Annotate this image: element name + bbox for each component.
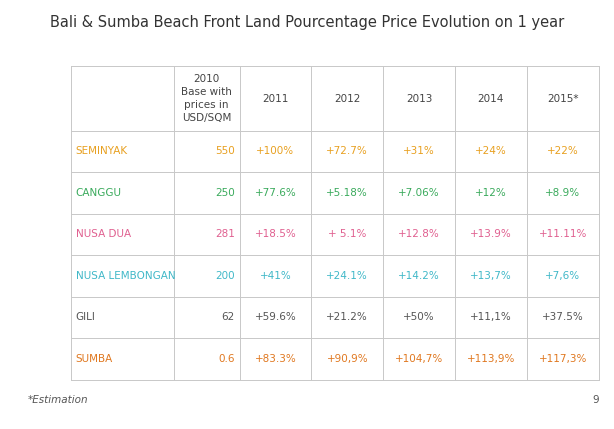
Text: +50%: +50% [403,312,435,323]
Text: GILI: GILI [76,312,95,323]
Text: +24%: +24% [475,146,507,157]
Text: +37.5%: +37.5% [542,312,584,323]
Text: +83.3%: +83.3% [255,354,297,364]
Text: +14.2%: +14.2% [398,271,440,281]
Text: +41%: +41% [260,271,292,281]
Text: +113,9%: +113,9% [467,354,515,364]
Text: 2011: 2011 [262,94,289,103]
Text: 0.6: 0.6 [218,354,235,364]
Text: 2015*: 2015* [547,94,578,103]
Text: 200: 200 [215,271,235,281]
Text: + 5.1%: + 5.1% [328,230,367,239]
Text: SUMBA: SUMBA [76,354,113,364]
Text: +59.6%: +59.6% [255,312,297,323]
Text: 281: 281 [215,230,235,239]
Text: 2013: 2013 [406,94,432,103]
Text: +90,9%: +90,9% [327,354,368,364]
Text: +22%: +22% [547,146,578,157]
Text: NUSA LEMBONGAN: NUSA LEMBONGAN [76,271,175,281]
Text: 62: 62 [222,312,235,323]
Text: +104,7%: +104,7% [395,354,443,364]
Text: +21.2%: +21.2% [327,312,368,323]
Text: +11,1%: +11,1% [470,312,512,323]
Text: +7.06%: +7.06% [398,188,440,198]
Text: 250: 250 [215,188,235,198]
Text: CANGGU: CANGGU [76,188,122,198]
Text: +13.9%: +13.9% [470,230,512,239]
Text: +18.5%: +18.5% [255,230,297,239]
Text: 2010
Base with
prices in
USD/SQM: 2010 Base with prices in USD/SQM [181,74,232,124]
Text: SEMINYAK: SEMINYAK [76,146,128,157]
Text: +12.8%: +12.8% [398,230,440,239]
Text: 9: 9 [592,396,599,405]
Text: 2014: 2014 [478,94,504,103]
Text: Bali & Sumba Beach Front Land Pourcentage Price Evolution on 1 year: Bali & Sumba Beach Front Land Pourcentag… [50,15,564,30]
Text: +31%: +31% [403,146,435,157]
Text: +5.18%: +5.18% [327,188,368,198]
Text: 550: 550 [215,146,235,157]
Text: +12%: +12% [475,188,507,198]
Text: +11.11%: +11.11% [538,230,587,239]
Text: NUSA DUA: NUSA DUA [76,230,131,239]
Text: +8.9%: +8.9% [545,188,580,198]
Text: +117,3%: +117,3% [538,354,587,364]
Text: +100%: +100% [257,146,295,157]
Text: +24.1%: +24.1% [327,271,368,281]
Text: +72.7%: +72.7% [327,146,368,157]
Text: +77.6%: +77.6% [255,188,297,198]
Text: 2012: 2012 [334,94,360,103]
Text: +13,7%: +13,7% [470,271,512,281]
Text: +7,6%: +7,6% [545,271,580,281]
Text: *Estimation: *Estimation [28,396,88,405]
